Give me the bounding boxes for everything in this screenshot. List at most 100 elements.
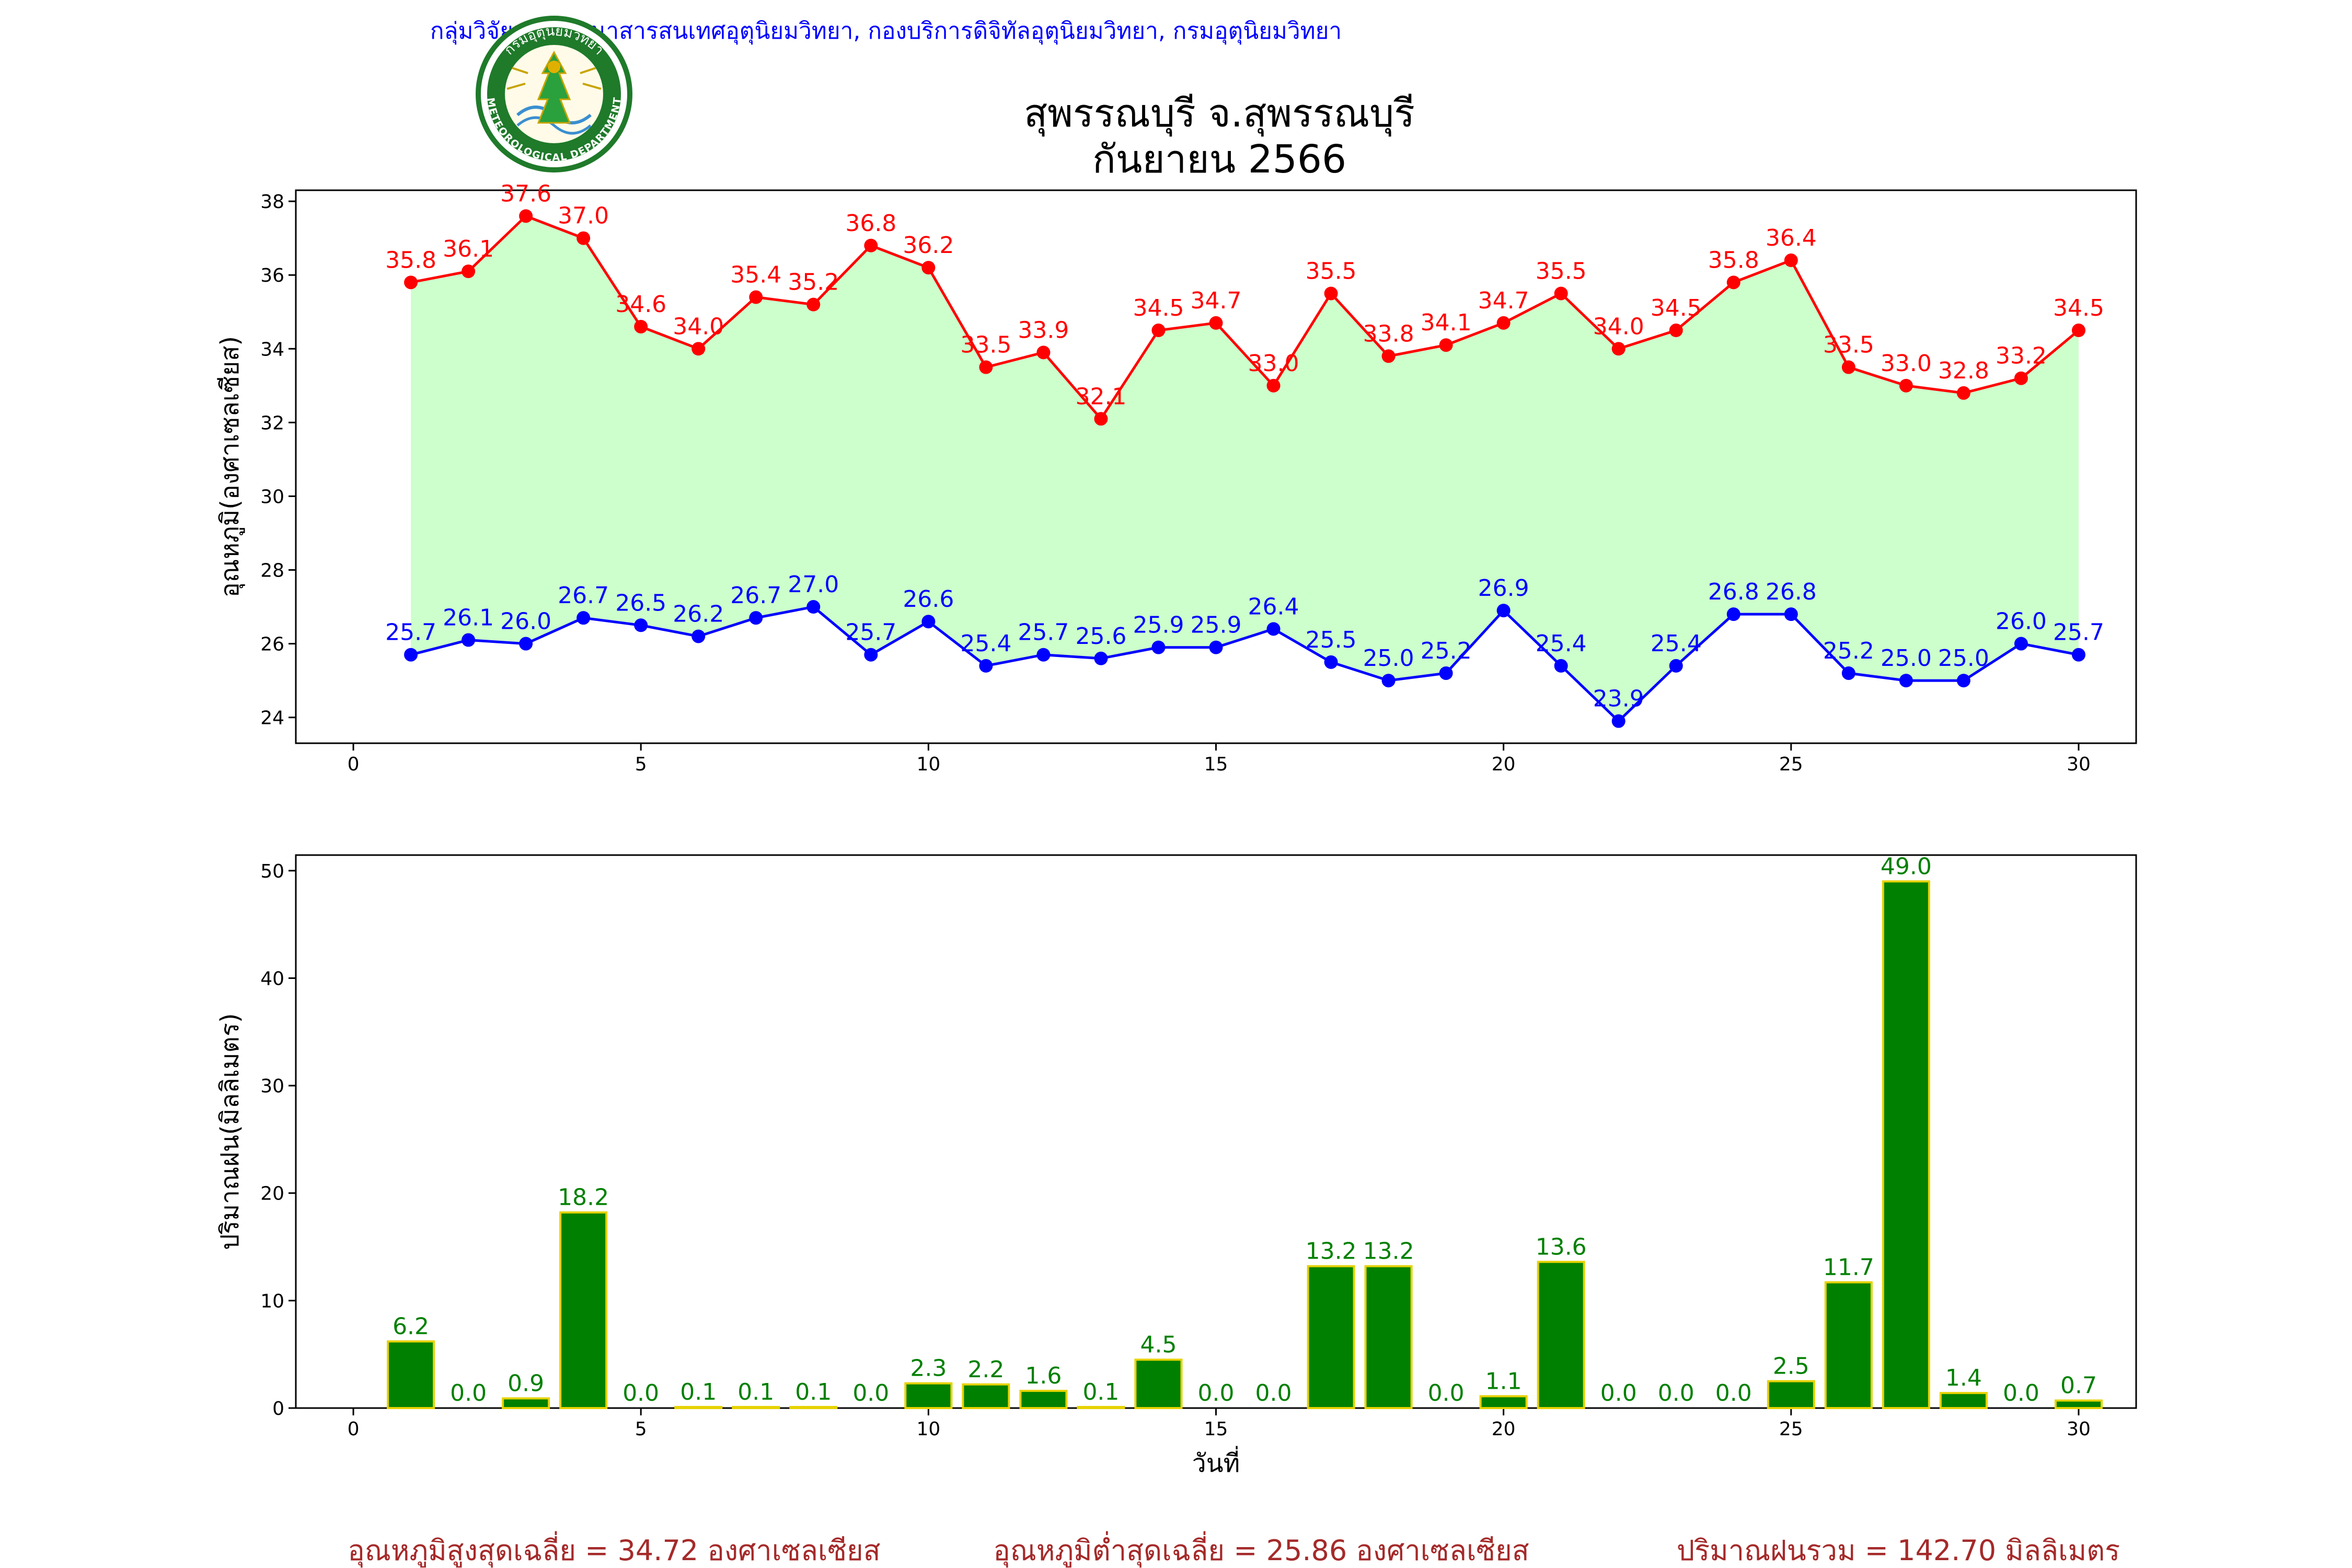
rain-data-label: 0.0	[1658, 1380, 1694, 1406]
min-temp-point	[1726, 607, 1740, 621]
rain-bar	[1882, 880, 1930, 1409]
min-temp-point	[1439, 666, 1453, 680]
max-temp-data-label: 33.8	[1363, 320, 1414, 347]
max-temp-data-label: 36.2	[903, 232, 954, 259]
max-temp-point	[1956, 386, 1970, 400]
min-temp-data-label: 25.7	[845, 619, 896, 646]
y-axis-label: อุณหภูมิ(องศาเซลเซียส)	[215, 336, 245, 597]
x-tick-label: 10	[916, 754, 940, 775]
x-tick-label: 15	[1204, 1419, 1228, 1440]
max-temp-point	[462, 264, 476, 279]
y-tick-label: 26	[260, 634, 284, 655]
min-temp-data-label: 26.0	[1996, 608, 2047, 635]
min-temp-point	[1151, 640, 1166, 654]
min-temp-data-label: 25.5	[1306, 627, 1357, 653]
max-temp-data-label: 33.5	[1823, 332, 1874, 359]
max-temp-point	[1784, 253, 1798, 268]
rain-data-label: 0.0	[1600, 1380, 1637, 1406]
min-temp-point	[577, 611, 591, 625]
max-temp-data-label: 34.7	[1478, 287, 1529, 314]
y-tick-label: 38	[260, 191, 284, 213]
min-temp-point	[1841, 666, 1855, 680]
max-temp-point	[1669, 324, 1683, 338]
rain-bar	[1537, 1261, 1585, 1409]
max-temp-point	[1899, 378, 1913, 393]
rain-data-label: 4.5	[1140, 1331, 1177, 1358]
rain-bar	[1134, 1358, 1183, 1410]
rain-data-label: 1.6	[1025, 1363, 1062, 1389]
min-temp-line	[410, 605, 2079, 723]
min-temp-data-label: 26.5	[615, 590, 666, 616]
min-temp-point	[691, 629, 706, 643]
max-temp-point	[1094, 412, 1108, 426]
rainfall-panel: 0 5 10 15 20 25 30 0 10 20 30 40 50 ปริมาณฝน(มิลลิเมต…	[215, 853, 2137, 1478]
rain-bar	[1767, 1380, 1815, 1409]
x-tick-label: 20	[1492, 1419, 1516, 1440]
max-temp-point	[2014, 371, 2028, 385]
max-temp-line	[410, 214, 2080, 421]
max-temp-data-label: 36.4	[1766, 225, 1817, 251]
max-temp-data-label: 33.0	[1881, 350, 1932, 377]
min-temp-data-label: 25.4	[1651, 630, 1702, 657]
min-temp-data-label: 26.6	[903, 586, 954, 613]
y-tick-label: 40	[260, 968, 284, 989]
x-tick-label: 0	[348, 1419, 360, 1440]
avg-max-temp-text: อุณหภูมิสูงสุดเฉลี่ย = 34.72 องศาเซลเซีย…	[348, 1531, 880, 1568]
rain-bar	[1824, 1281, 1873, 1410]
rain-bar	[559, 1211, 608, 1409]
max-temp-point	[1266, 378, 1281, 393]
rain-bar	[674, 1405, 723, 1409]
y-tick-label: 24	[260, 708, 284, 729]
max-temp-data-label: 34.5	[1651, 295, 1702, 321]
x-tick-label: 15	[1204, 754, 1228, 775]
max-temp-point	[979, 360, 993, 374]
temperature-panel: 0 5 10 15 20 25 30 24 26 28 30 32 34 36 38 อุณหภูมิ(องศ…	[215, 180, 2137, 775]
rain-data-label: 11.7	[1823, 1254, 1874, 1281]
min-temp-point	[1094, 651, 1108, 665]
y-tick-label: 28	[260, 560, 284, 581]
max-temp-point	[806, 297, 821, 312]
rain-data-label: 49.0	[1881, 853, 1932, 880]
min-temp-data-label: 23.9	[1593, 686, 1644, 712]
x-tick-label: 5	[635, 1419, 647, 1440]
rain-bar	[732, 1405, 780, 1409]
min-temp-data-label: 25.7	[2053, 619, 2104, 646]
rain-data-label: 0.1	[737, 1379, 774, 1405]
min-temp-point	[1899, 674, 1913, 688]
rain-bar	[789, 1405, 838, 1409]
rain-data-label: 0.1	[680, 1379, 717, 1405]
rain-bar	[904, 1382, 953, 1410]
max-temp-point	[1841, 360, 1855, 374]
y-axis-label: ปริมาณฝน(มิลลิเมตร)	[215, 1013, 245, 1250]
min-temp-data-label: 25.9	[1133, 612, 1184, 639]
meteorological-department-logo: กรมอุตุนิยมวิทยา METEOROLOGICAL DEPARTME…	[476, 16, 632, 172]
min-temp-data-label: 25.0	[1938, 645, 1989, 672]
min-temp-data-label: 26.8	[1766, 579, 1817, 605]
y-tick-label: 30	[260, 1076, 284, 1097]
rain-data-label: 2.5	[1773, 1353, 1809, 1380]
total-rainfall-text: ปริมาณฝนรวม = 142.70 มิลลิเมตร	[1677, 1534, 2120, 1567]
rain-data-label: 0.0	[1198, 1380, 1235, 1406]
avg-min-temp-text: อุณหภูมิต่ำสุดเฉลี่ย = 25.86 องศาเซลเซีย…	[993, 1531, 1529, 1568]
rain-data-label: 0.9	[508, 1370, 544, 1397]
x-tick-label: 25	[1779, 1419, 1803, 1440]
max-temp-data-label: 35.5	[1536, 258, 1587, 284]
min-temp-point	[404, 648, 418, 662]
rain-data-label: 0.0	[622, 1380, 659, 1406]
min-temp-point	[634, 618, 648, 632]
rain-bar	[962, 1383, 1010, 1410]
min-temp-point	[1381, 674, 1396, 688]
y-tick-label: 0	[272, 1398, 284, 1420]
y-tick-label: 36	[260, 265, 284, 286]
max-temp-point	[749, 290, 763, 304]
chart-title-line1: สุพรรณบุรี จ.สุพรรณบุรี	[1024, 91, 1415, 137]
rain-data-label: 0.0	[1715, 1380, 1752, 1406]
min-temp-data-label: 25.0	[1363, 645, 1414, 672]
max-temp-point	[1151, 324, 1166, 338]
min-temp-data-label: 26.1	[443, 605, 494, 631]
rain-bar	[502, 1397, 550, 1409]
rain-data-label: 0.0	[450, 1380, 487, 1406]
max-temp-data-label: 34.5	[1133, 295, 1184, 321]
rain-data-label: 0.1	[1082, 1379, 1119, 1405]
min-temp-point	[749, 611, 763, 625]
